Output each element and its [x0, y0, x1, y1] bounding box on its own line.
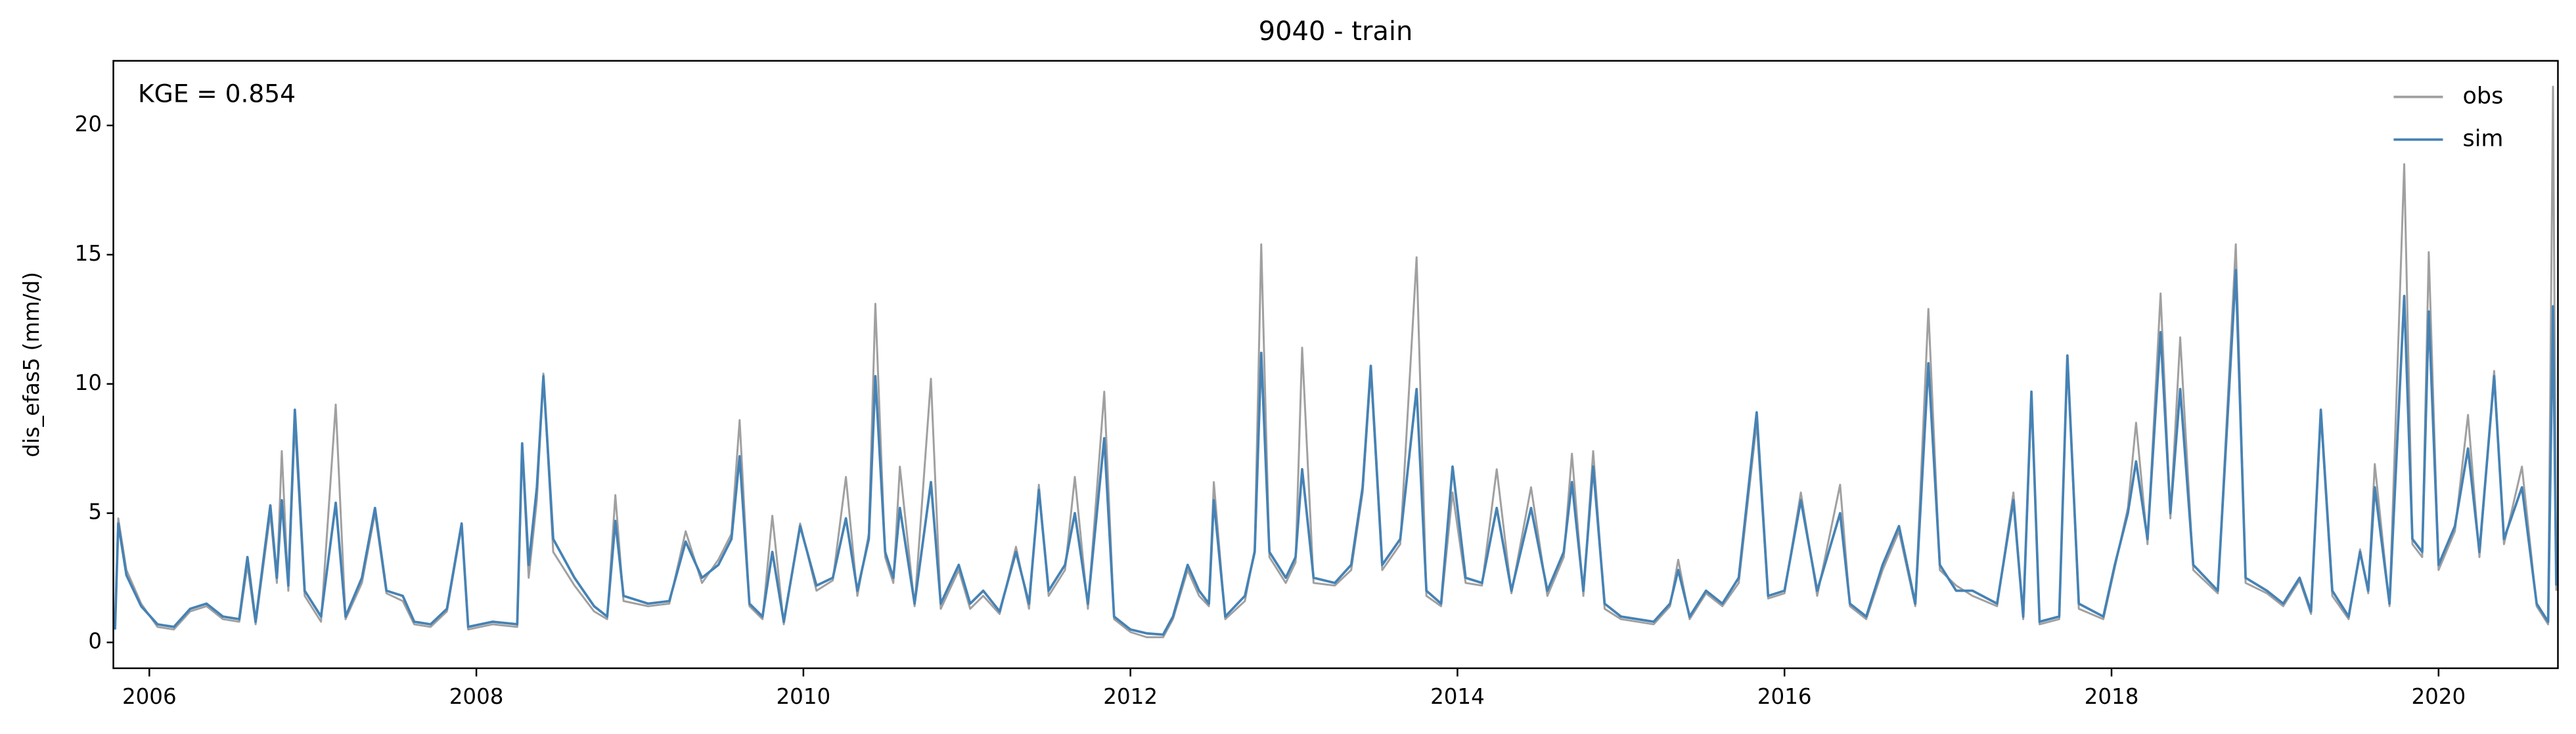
x-tick-label: 2012: [1103, 684, 1158, 709]
x-tick-label: 2006: [122, 684, 177, 709]
x-tick-label: 2010: [777, 684, 831, 709]
annotation: KGE = 0.854: [138, 79, 296, 108]
x-tick-label: 2016: [1757, 684, 1812, 709]
x-tick-label: 2008: [449, 684, 504, 709]
x-tick-label: 2020: [2411, 684, 2466, 709]
chart-title: 9040 - train: [1259, 16, 1413, 47]
y-axis-label: dis_efas5 (mm/d): [19, 272, 44, 457]
y-tick-label: 0: [88, 628, 102, 653]
series-line: [114, 269, 2558, 636]
x-tick-label: 2014: [1430, 684, 1485, 709]
legend-label: sim: [2462, 126, 2503, 152]
y-tick-label: 5: [88, 500, 102, 525]
y-tick-label: 10: [75, 370, 102, 395]
y-tick-label: 15: [75, 241, 102, 266]
series-line: [114, 85, 2558, 639]
x-tick-label: 2018: [2085, 684, 2139, 709]
plot-frame: [112, 60, 2559, 670]
legend-label: obs: [2462, 83, 2503, 110]
y-tick-label: 20: [75, 112, 102, 137]
